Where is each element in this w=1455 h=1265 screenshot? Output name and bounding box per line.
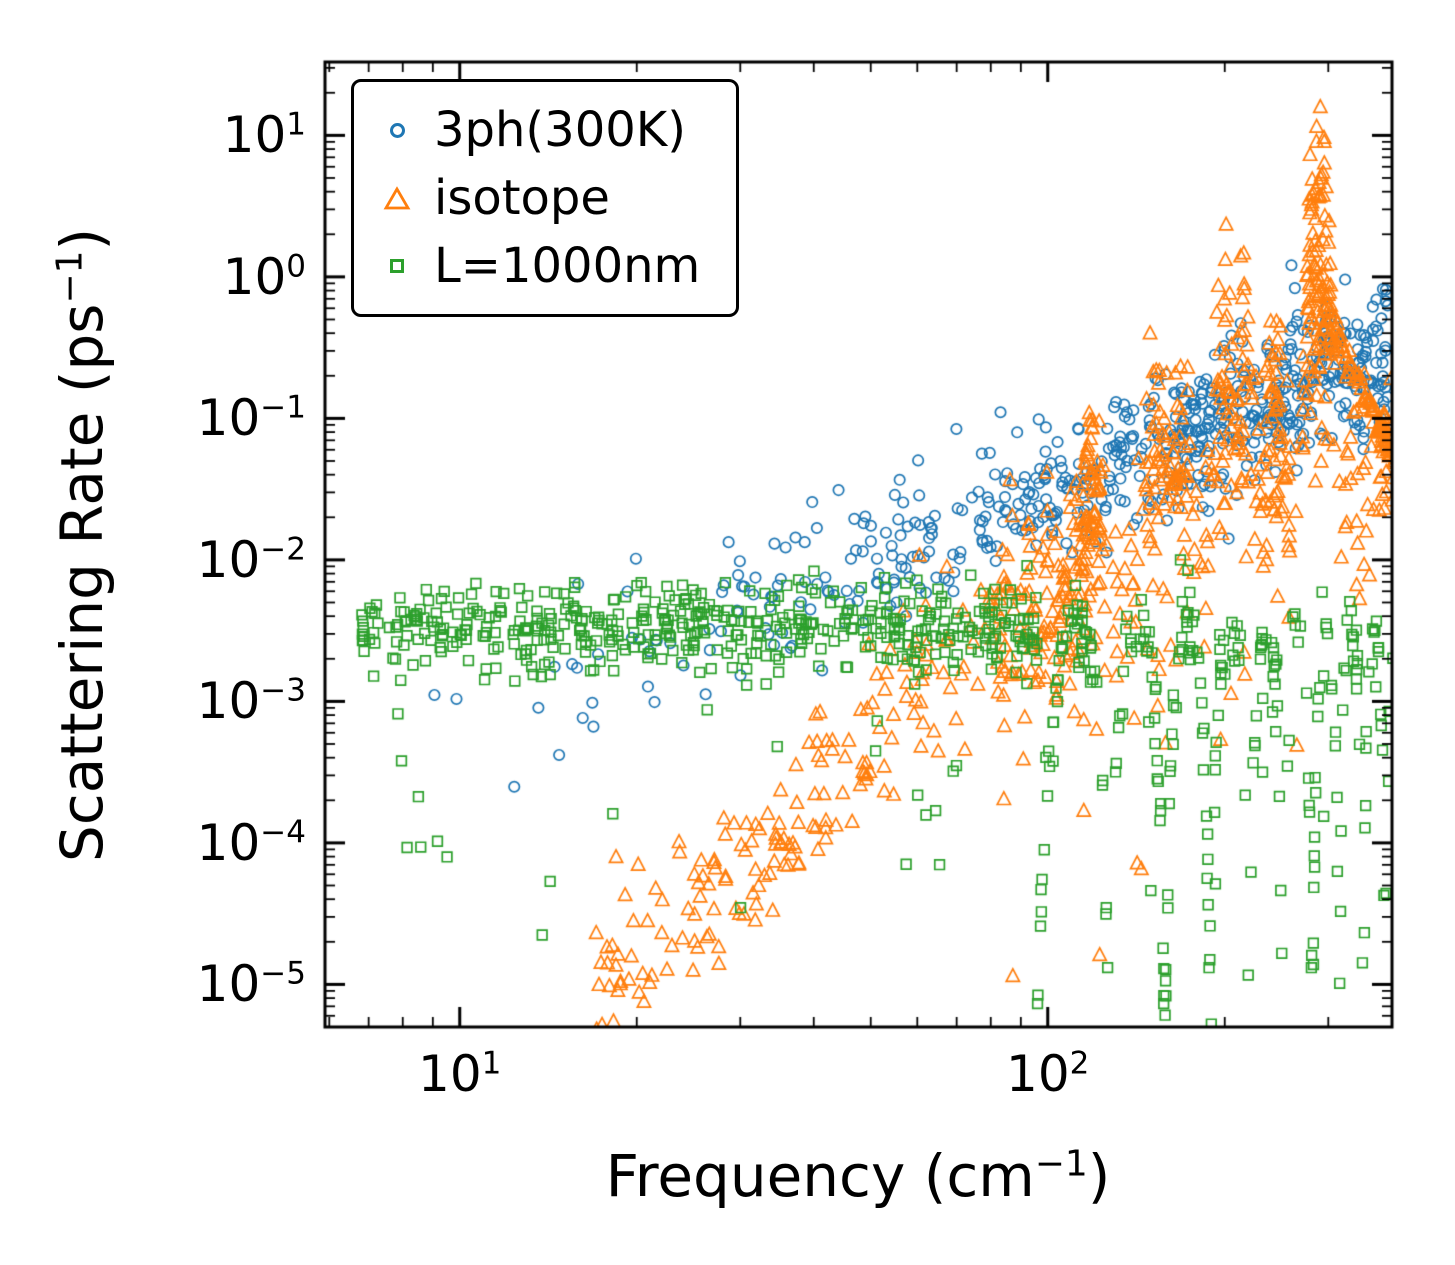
y-tick-label: 10−2 bbox=[196, 530, 306, 589]
y-tick-label: 100 bbox=[222, 247, 306, 306]
y-tick-label: 101 bbox=[222, 106, 306, 165]
y-tick-label: 10−1 bbox=[196, 389, 306, 448]
legend-item-3ph-300k-: 3ph(300K) bbox=[354, 96, 736, 164]
x-axis-label: Frequency (cm−1) bbox=[605, 1142, 1111, 1210]
y-tick-label: 10−5 bbox=[196, 955, 306, 1014]
x-tick-label: 102 bbox=[1006, 1045, 1090, 1103]
legend-item-l-1000nm: L=1000nm bbox=[354, 232, 736, 300]
legend-item-label: isotope bbox=[434, 170, 610, 226]
legend-items: 3ph(300K) isotope L=1000nm bbox=[354, 96, 736, 300]
x-tick-label: 101 bbox=[418, 1045, 502, 1103]
y-tick-label: 10−4 bbox=[196, 813, 306, 872]
legend-item-isotope: isotope bbox=[354, 164, 736, 232]
y-tick-label: 10−3 bbox=[196, 672, 306, 731]
legend: 3ph(300K) isotope L=1000nm bbox=[351, 79, 739, 317]
legend-item-label: 3ph(300K) bbox=[434, 102, 686, 158]
square-marker-icon bbox=[380, 249, 414, 283]
triangle-marker-icon bbox=[380, 181, 414, 215]
circle-marker-icon bbox=[380, 113, 414, 147]
legend-item-label: L=1000nm bbox=[434, 238, 701, 294]
